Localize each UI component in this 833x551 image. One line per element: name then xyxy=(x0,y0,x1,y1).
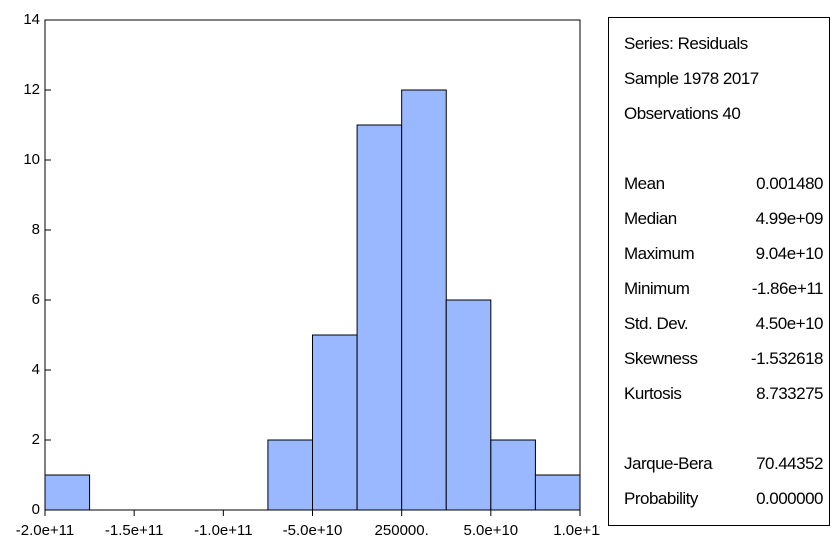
histogram-bar xyxy=(312,334,358,511)
y-tick-label: 2 xyxy=(32,431,40,448)
stat-value: -1.532618 xyxy=(750,349,824,368)
y-tick-label: 4 xyxy=(32,361,40,378)
x-tick-label: 1.0e+11 xyxy=(553,522,600,539)
histogram-bar xyxy=(401,89,447,511)
stat-name: Skewness xyxy=(624,349,698,368)
stat-value: 4.50e+10 xyxy=(755,314,824,333)
y-tick-label: 0 xyxy=(32,501,40,518)
y-tick-label: 14 xyxy=(23,11,40,28)
x-tick-label: -1.0e+11 xyxy=(194,522,253,539)
y-tick-label: 8 xyxy=(32,221,40,238)
histogram-bar xyxy=(490,439,536,511)
bars-group xyxy=(44,89,581,511)
series-label: Series: Residuals xyxy=(624,34,748,53)
histogram-bar xyxy=(267,439,313,511)
x-axis: -2.0e+11 -1.5e+11 -1.0e+11 -5.0e+10 250000. 5… xyxy=(16,510,600,539)
stat-name: Minimum xyxy=(624,279,690,298)
y-tick-label: 10 xyxy=(23,151,40,168)
stat-value: -1.86e+11 xyxy=(751,279,824,298)
stat-value: 9.04e+10 xyxy=(755,244,824,263)
x-tick-label: 5.0e+10 xyxy=(464,522,519,539)
stat-name: Kurtosis xyxy=(624,384,682,403)
stat-name: Std. Dev. xyxy=(624,314,689,333)
x-tick-label: -2.0e+11 xyxy=(16,522,75,539)
stat-name: Probability xyxy=(624,489,698,508)
x-tick-label: -1.5e+11 xyxy=(105,522,164,539)
stat-name: Jarque-Bera xyxy=(624,454,713,473)
histogram-bar xyxy=(356,124,403,511)
stat-name: Median xyxy=(624,209,677,228)
stat-value: 4.99e+09 xyxy=(755,209,824,228)
histogram-chart: 0 2 4 6 8 10 12 14 -2.0e+11 -1.5e+11 -1.0e+11 -5.0… xyxy=(16,11,600,539)
y-axis: 0 2 4 6 8 10 12 14 xyxy=(23,11,51,518)
x-tick-label: -5.0e+10 xyxy=(283,522,343,539)
stat-value: 70.44352 xyxy=(756,454,823,473)
histogram-bar xyxy=(534,474,581,511)
histogram-bar xyxy=(445,299,492,511)
observations-label: Observations 40 xyxy=(624,104,741,123)
sample-label: Sample 1978 2017 xyxy=(624,69,759,88)
stat-name: Mean xyxy=(624,174,665,193)
descriptive-statistics-panel: Series: Residuals Sample 1978 2017 Obser… xyxy=(608,17,830,526)
x-tick-label: 250000. xyxy=(375,522,429,539)
stat-value: 0.000000 xyxy=(756,489,823,508)
y-tick-label: 6 xyxy=(32,291,40,308)
stat-value: 0.001480 xyxy=(756,174,823,193)
stat-name: Maximum xyxy=(624,244,695,263)
y-tick-label: 12 xyxy=(23,81,40,98)
stat-value: 8.733275 xyxy=(756,384,823,403)
histogram-bar xyxy=(44,474,91,511)
